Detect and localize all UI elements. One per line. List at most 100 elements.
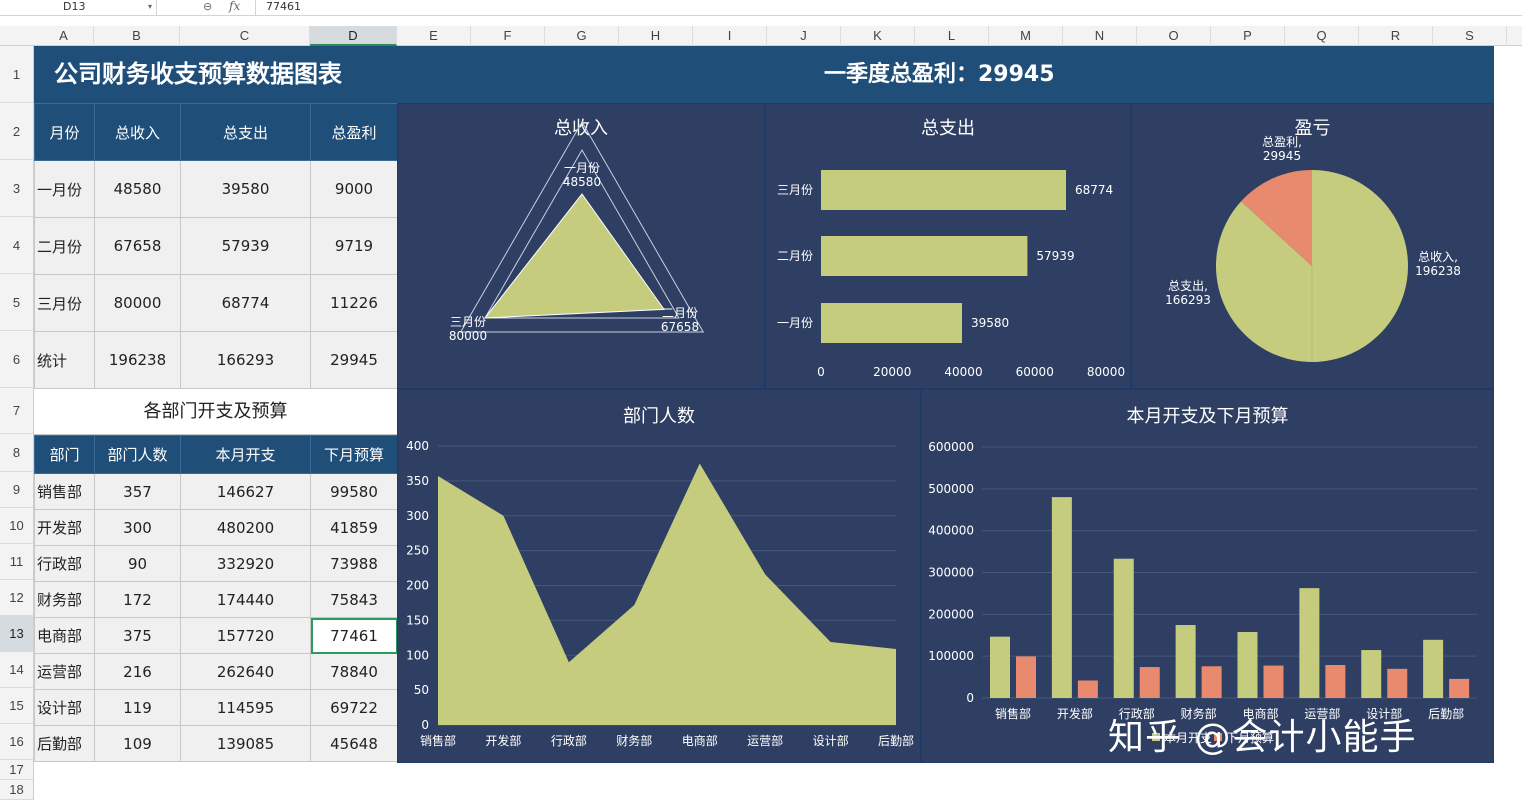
summary-cell[interactable]: 80000 [94,274,181,332]
dept-cell[interactable]: 172 [94,581,181,618]
summary-cell[interactable]: 11226 [310,274,398,332]
summary-cell[interactable]: 9719 [310,217,398,275]
column-header-r[interactable]: R [1359,26,1433,46]
column-header-g[interactable]: G [545,26,619,46]
function-icon[interactable]: fx [229,0,241,13]
row-header-5[interactable]: 5 [0,274,33,331]
row-header-12[interactable]: 12 [0,580,33,616]
column-header-h[interactable]: H [619,26,693,46]
dept-cell[interactable]: 财务部 [34,581,95,618]
dept-cell[interactable]: 78840 [310,653,398,690]
dept-cell[interactable]: 电商部 [34,617,95,654]
dept-cell[interactable]: 77461 [310,617,398,654]
row-header-2[interactable]: 2 [0,103,33,160]
profit-pie-panel[interactable]: 盈亏 总收入, 196238 总支出, 166293 总盈利, 29945 [1131,103,1494,389]
row-header-11[interactable]: 11 [0,544,33,580]
dept-cell[interactable]: 75843 [310,581,398,618]
column-header-m[interactable]: M [989,26,1063,46]
chevron-down-icon[interactable]: ▾ [147,2,152,11]
summary-cell[interactable]: 166293 [180,331,311,389]
summary-cell[interactable]: 48580 [94,160,181,218]
summary-cell[interactable]: 二月份 [34,217,95,275]
dept-cell[interactable]: 157720 [180,617,311,654]
row-header-4[interactable]: 4 [0,217,33,274]
summary-cell[interactable]: 68774 [180,274,311,332]
dept-cell[interactable]: 开发部 [34,509,95,546]
expense-bar-panel[interactable]: 总支出 39580 一月份 57939 二月份 68774 三月份 0 20000 40000 6… [765,103,1131,389]
row-header-13[interactable]: 13 [0,616,33,652]
dept-cell[interactable]: 375 [94,617,181,654]
row-header-15[interactable]: 15 [0,688,33,724]
dept-cell[interactable]: 69722 [310,689,398,726]
summary-cell[interactable]: 29945 [310,331,398,389]
dept-cell[interactable]: 109 [94,725,181,762]
dept-cell[interactable]: 99580 [310,473,398,510]
summary-header-cell[interactable]: 总收入 [94,103,181,161]
dept-cell[interactable]: 73988 [310,545,398,582]
column-header-n[interactable]: N [1063,26,1137,46]
dept-cell[interactable]: 90 [94,545,181,582]
dept-header-cell[interactable]: 部门 [34,435,95,474]
dept-cell[interactable]: 45648 [310,725,398,762]
summary-cell[interactable]: 67658 [94,217,181,275]
summary-cell[interactable]: 三月份 [34,274,95,332]
summary-header-cell[interactable]: 月份 [34,103,95,161]
dept-cell[interactable]: 41859 [310,509,398,546]
row-header-18[interactable]: 18 [0,780,33,800]
dept-cell[interactable]: 146627 [180,473,311,510]
dept-cell[interactable]: 262640 [180,653,311,690]
dept-header-cell[interactable]: 部门人数 [94,435,181,474]
zoom-icon[interactable]: ⊖ [203,0,213,13]
row-header-3[interactable]: 3 [0,160,33,217]
column-header-o[interactable]: O [1137,26,1211,46]
dept-cell[interactable]: 480200 [180,509,311,546]
column-header-c[interactable]: C [180,26,310,46]
row-header-6[interactable]: 6 [0,331,33,388]
dept-cell[interactable]: 139085 [180,725,311,762]
summary-cell[interactable]: 统计 [34,331,95,389]
dept-cell[interactable]: 设计部 [34,689,95,726]
row-header-16[interactable]: 16 [0,724,33,760]
headcount-area-panel[interactable]: 部门人数 0 50 100 150 200 250 300 350 400 销售部 开发部 行政部 财务… [397,389,921,763]
dept-cell[interactable]: 332920 [180,545,311,582]
column-header-i[interactable]: I [693,26,767,46]
row-header-14[interactable]: 14 [0,652,33,688]
column-header-q[interactable]: Q [1285,26,1359,46]
dept-header-cell[interactable]: 本月开支 [180,435,311,474]
summary-cell[interactable]: 一月份 [34,160,95,218]
summary-cell[interactable]: 196238 [94,331,181,389]
formula-input[interactable]: 77461 [255,0,1522,15]
column-header-s[interactable]: S [1433,26,1507,46]
column-header-a[interactable]: A [34,26,94,46]
row-header-10[interactable]: 10 [0,508,33,544]
dept-cell[interactable]: 114595 [180,689,311,726]
column-header-b[interactable]: B [94,26,180,46]
row-header-1[interactable]: 1 [0,46,33,103]
dept-cell[interactable]: 运营部 [34,653,95,690]
dept-cell[interactable]: 216 [94,653,181,690]
dept-cell[interactable]: 174440 [180,581,311,618]
summary-header-cell[interactable]: 总支出 [180,103,311,161]
summary-cell[interactable]: 9000 [310,160,398,218]
row-header-17[interactable]: 17 [0,760,33,780]
column-header-f[interactable]: F [471,26,545,46]
dept-cell[interactable]: 后勤部 [34,725,95,762]
column-header-l[interactable]: L [915,26,989,46]
column-header-d[interactable]: D [310,26,397,46]
column-header-k[interactable]: K [841,26,915,46]
dept-cell[interactable]: 357 [94,473,181,510]
dept-cell[interactable]: 300 [94,509,181,546]
dept-cell[interactable]: 行政部 [34,545,95,582]
summary-cell[interactable]: 39580 [180,160,311,218]
dept-header-cell[interactable]: 下月预算 [310,435,398,474]
column-header-j[interactable]: J [767,26,841,46]
income-radar-panel[interactable]: 总收入 一月份 48580 二月份 67658 三月份 80000 [397,103,765,389]
summary-header-cell[interactable]: 总盈利 [310,103,398,161]
dept-cell[interactable]: 119 [94,689,181,726]
column-header-p[interactable]: P [1211,26,1285,46]
budget-bar-panel[interactable]: 本月开支及下月预算 0 100000 200000 300000 400000 50000… [921,389,1494,763]
column-header-e[interactable]: E [397,26,471,46]
name-box[interactable]: D13 ▾ [0,0,157,15]
row-header-9[interactable]: 9 [0,472,33,508]
dept-cell[interactable]: 销售部 [34,473,95,510]
